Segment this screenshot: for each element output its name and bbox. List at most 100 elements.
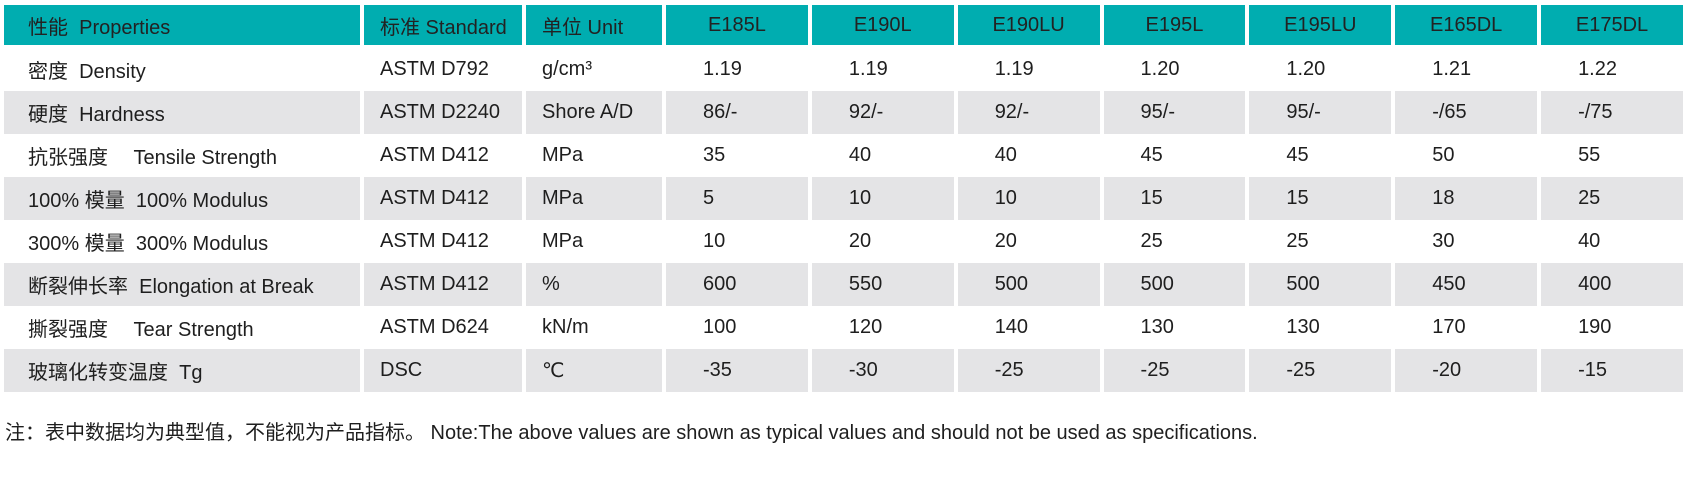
- unit-cell: MPa: [526, 177, 662, 220]
- value-cell: 10: [666, 220, 808, 263]
- value-cell: 100: [666, 306, 808, 349]
- value-cell: -20: [1395, 349, 1538, 392]
- value-cell: 40: [1541, 220, 1683, 263]
- value-cell: 86/-: [666, 91, 808, 134]
- properties-table: 性能 Properties 标准 Standard 单位 Unit E185L E190…: [0, 5, 1687, 392]
- value-cell: 95/-: [1249, 91, 1392, 134]
- column-header: E185L: [666, 5, 808, 48]
- property-cell: 断裂伸长率 Elongation at Break: [4, 263, 360, 306]
- value-cell: 25: [1249, 220, 1392, 263]
- property-cell: 抗张强度 Tensile Strength: [4, 134, 360, 177]
- value-cell: -35: [666, 349, 808, 392]
- value-cell: 25: [1103, 220, 1246, 263]
- value-cell: 600: [666, 263, 808, 306]
- value-cell: 40: [811, 134, 954, 177]
- value-cell: -/65: [1395, 91, 1538, 134]
- value-cell: 95/-: [1103, 91, 1246, 134]
- table-row: 断裂伸长率 Elongation at Break ASTM D412% 600 55…: [4, 263, 1683, 306]
- value-cell: 190: [1541, 306, 1683, 349]
- column-header: E165DL: [1395, 5, 1538, 48]
- table-row: 抗张强度 Tensile Strength ASTM D412 MPa 35 40 40 4…: [4, 134, 1683, 177]
- value-cell: 130: [1249, 306, 1392, 349]
- value-cell: 45: [1103, 134, 1246, 177]
- value-cell: -25: [957, 349, 1100, 392]
- value-cell: 550: [811, 263, 954, 306]
- standard-cell: DSC: [364, 349, 522, 392]
- column-header: E190LU: [957, 5, 1100, 48]
- value-cell: 1.20: [1249, 48, 1392, 91]
- unit-cell: kN/m: [526, 306, 662, 349]
- standard-cell: ASTM D412: [364, 263, 522, 306]
- property-cell: 100% 模量 100% Modulus: [4, 177, 360, 220]
- value-cell: 170: [1395, 306, 1538, 349]
- column-header: 单位 Unit: [526, 5, 662, 48]
- value-cell: 50: [1395, 134, 1538, 177]
- table-row: 100% 模量 100% Modulus ASTM D412 MPa 5 10 10 15 1…: [4, 177, 1683, 220]
- value-cell: 55: [1541, 134, 1683, 177]
- standard-cell: ASTM D2240: [364, 91, 522, 134]
- value-cell: 92/-: [811, 91, 954, 134]
- value-cell: 1.19: [957, 48, 1100, 91]
- value-cell: 1.19: [666, 48, 808, 91]
- unit-cell: MPa: [526, 220, 662, 263]
- column-header: E195L: [1103, 5, 1246, 48]
- standard-cell: ASTM D624: [364, 306, 522, 349]
- value-cell: 1.22: [1541, 48, 1683, 91]
- table-header-row: 性能 Properties 标准 Standard 单位 Unit E185L E190…: [4, 5, 1683, 48]
- value-cell: 20: [811, 220, 954, 263]
- column-header: E175DL: [1541, 5, 1683, 48]
- unit-cell: ℃: [526, 349, 662, 392]
- standard-cell: ASTM D412: [364, 220, 522, 263]
- table-row: 玻璃化转变温度 Tg DSC ℃ -35 -30 -25 -25 -25 -20 -15: [4, 349, 1683, 392]
- value-cell: -/75: [1541, 91, 1683, 134]
- property-cell: 硬度 Hardness: [4, 91, 360, 134]
- table-row: 撕裂强度 Tear Strength ASTM D624 kN/m 100 120 140…: [4, 306, 1683, 349]
- value-cell: 400: [1541, 263, 1683, 306]
- unit-cell: %: [526, 263, 662, 306]
- value-cell: 35: [666, 134, 808, 177]
- column-header: E195LU: [1249, 5, 1392, 48]
- property-cell: 300% 模量 300% Modulus: [4, 220, 360, 263]
- value-cell: 30: [1395, 220, 1538, 263]
- column-header: 性能 Properties: [4, 5, 360, 48]
- table-row: 硬度 Hardness ASTM D2240 Shore A/D 86/- 92/- 92…: [4, 91, 1683, 134]
- property-cell: 密度 Density: [4, 48, 360, 91]
- value-cell: 20: [957, 220, 1100, 263]
- value-cell: 450: [1395, 263, 1538, 306]
- property-cell: 撕裂强度 Tear Strength: [4, 306, 360, 349]
- value-cell: 10: [957, 177, 1100, 220]
- value-cell: 45: [1249, 134, 1392, 177]
- property-cell: 玻璃化转变温度 Tg: [4, 349, 360, 392]
- column-header: 标准 Standard: [364, 5, 522, 48]
- value-cell: 10: [811, 177, 954, 220]
- value-cell: 1.19: [811, 48, 954, 91]
- table-row: 300% 模量 300% Modulus ASTM D412 MPa 10 20 20 25…: [4, 220, 1683, 263]
- column-header: E190L: [811, 5, 954, 48]
- value-cell: 15: [1103, 177, 1246, 220]
- value-cell: 25: [1541, 177, 1683, 220]
- unit-cell: MPa: [526, 134, 662, 177]
- value-cell: 500: [1249, 263, 1392, 306]
- unit-cell: Shore A/D: [526, 91, 662, 134]
- value-cell: -25: [1103, 349, 1246, 392]
- value-cell: 130: [1103, 306, 1246, 349]
- value-cell: 40: [957, 134, 1100, 177]
- value-cell: 5: [666, 177, 808, 220]
- value-cell: 500: [1103, 263, 1246, 306]
- value-cell: 120: [811, 306, 954, 349]
- value-cell: -25: [1249, 349, 1392, 392]
- value-cell: 500: [957, 263, 1100, 306]
- value-cell: 18: [1395, 177, 1538, 220]
- value-cell: 140: [957, 306, 1100, 349]
- standard-cell: ASTM D412: [364, 134, 522, 177]
- standard-cell: ASTM D792: [364, 48, 522, 91]
- footnote: 注：表中数据均为典型值，不能视为产品指标。 Note:The above val…: [5, 422, 1258, 444]
- value-cell: 92/-: [957, 91, 1100, 134]
- datasheet-page: 性能 Properties 标准 Standard 单位 Unit E185L E190…: [0, 5, 1687, 447]
- unit-cell: g/cm³: [526, 48, 662, 91]
- table-row: 密度 Density ASTM D792 g/cm³ 1.19 1.19 1.19 1.20…: [4, 48, 1683, 91]
- standard-cell: ASTM D412: [364, 177, 522, 220]
- value-cell: 1.21: [1395, 48, 1538, 91]
- value-cell: -30: [811, 349, 954, 392]
- value-cell: 15: [1249, 177, 1392, 220]
